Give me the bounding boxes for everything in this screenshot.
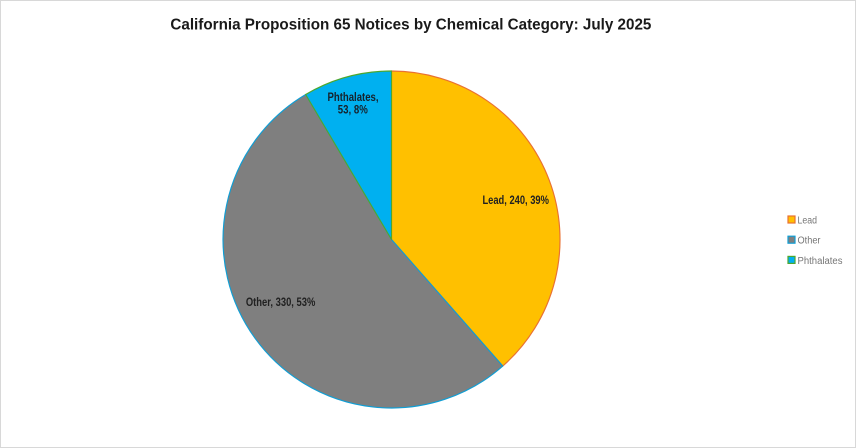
svg-text:Lead, 240, 39%: Lead, 240, 39% [482, 195, 549, 207]
svg-text:Phthalates: Phthalates [798, 256, 843, 267]
svg-text:California Proposition 65 Noti: California Proposition 65 Notices by Che… [170, 16, 651, 33]
svg-text:Other, 330, 53%: Other, 330, 53% [246, 297, 316, 309]
svg-text:Phthalates,: Phthalates, [328, 92, 379, 104]
svg-text:Other: Other [798, 236, 822, 247]
svg-text:Lead: Lead [798, 216, 818, 227]
svg-text:53, 8%: 53, 8% [338, 105, 368, 117]
